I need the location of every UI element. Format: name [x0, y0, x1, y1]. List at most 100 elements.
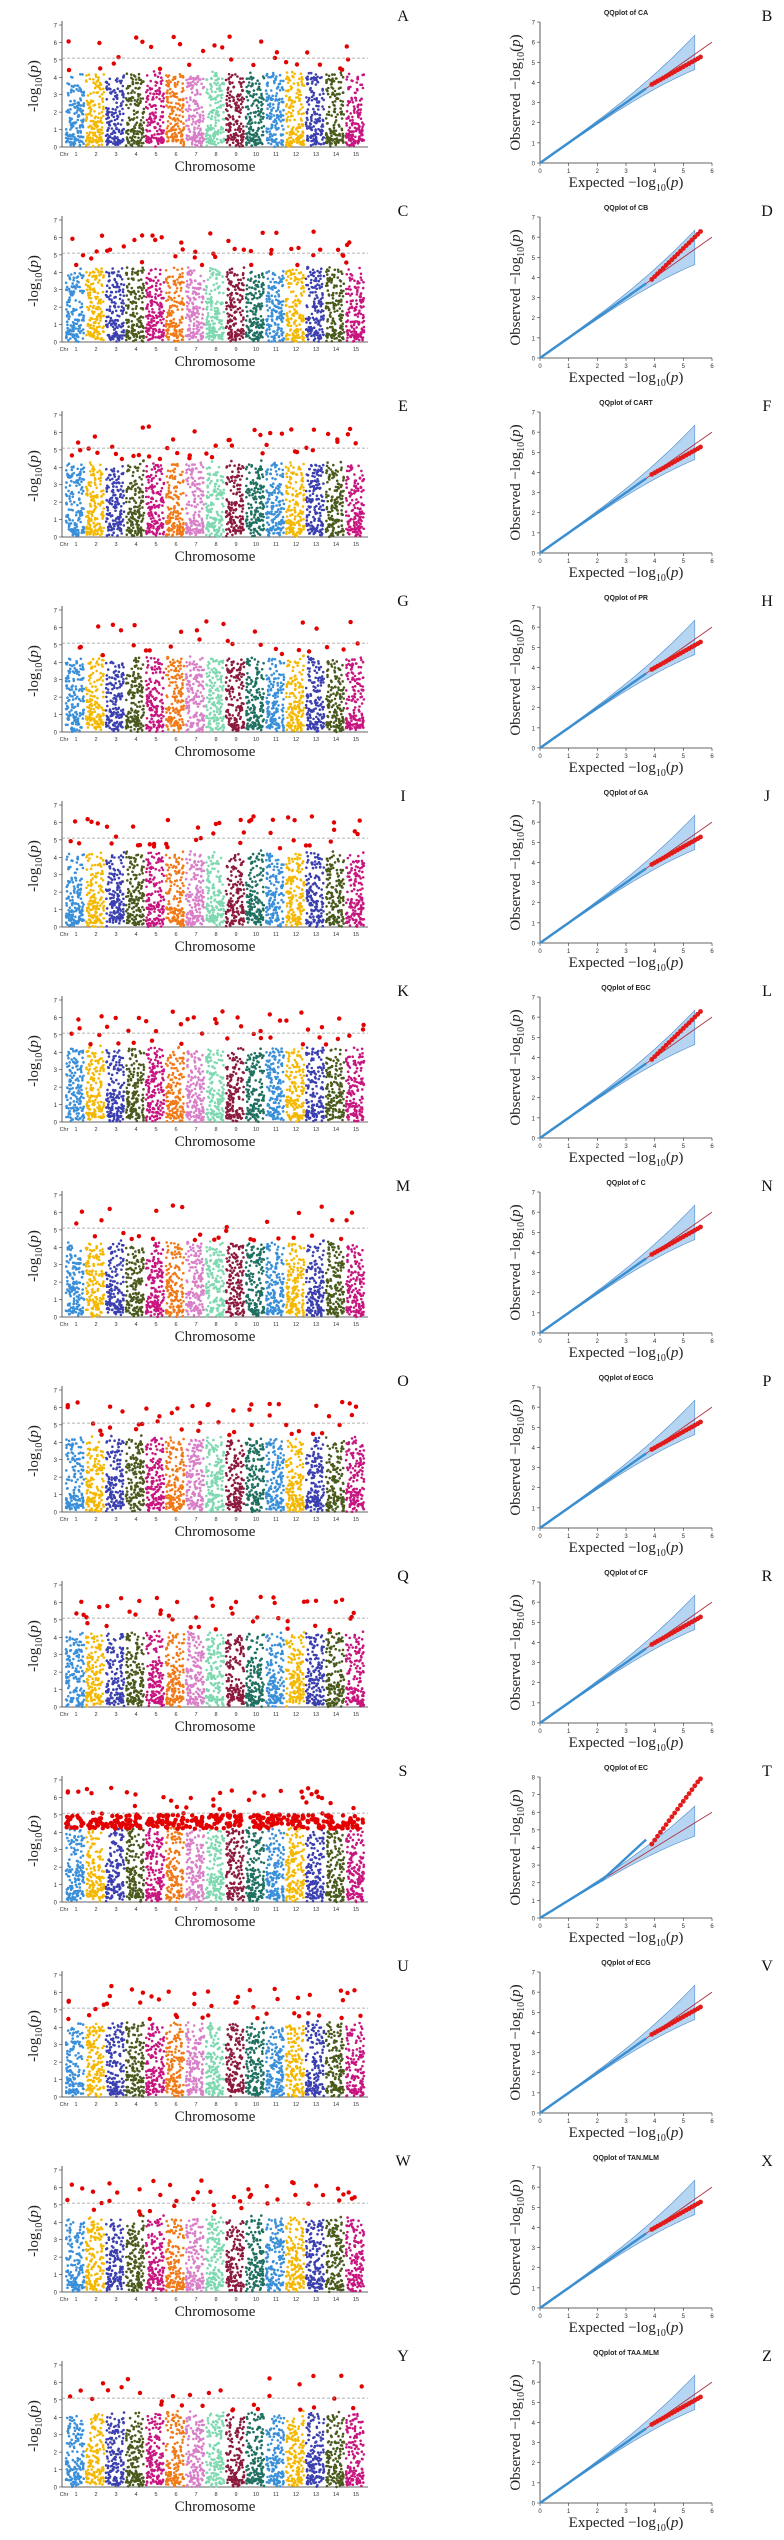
snp-point: [162, 121, 165, 124]
snp-point: [202, 111, 205, 114]
snp-point: [254, 115, 257, 118]
snp-point: [112, 98, 115, 101]
snp-point: [205, 128, 208, 131]
snp-point: [174, 133, 177, 136]
snp-point: [209, 104, 212, 107]
snp-point: [192, 118, 195, 121]
snp-point: [228, 73, 231, 76]
snp-point: [226, 88, 229, 91]
snp-point: [120, 102, 123, 105]
snp-point: [98, 103, 101, 106]
snp-point: [195, 83, 198, 86]
snp-point: [237, 98, 240, 101]
snp-point: [205, 78, 208, 81]
snp-point: [93, 110, 96, 113]
snp-point: [175, 92, 178, 95]
snp-point: [153, 70, 156, 73]
snp-point: [147, 121, 150, 124]
snp-point: [232, 86, 235, 89]
snp-point: [205, 135, 208, 138]
snp-point: [76, 119, 79, 122]
snp-point: [167, 82, 170, 85]
snp-point: [82, 109, 85, 112]
manhattan-plot: 01234567Chr 1 2 3 4 5 6 7 8 9 10 11 12 13 14 15Chromoso…: [26, 8, 409, 175]
snp-point: [97, 117, 100, 120]
snp-point: [249, 133, 252, 136]
snp-point: [159, 125, 162, 128]
snp-point: [218, 90, 221, 93]
snp-point: [129, 136, 132, 139]
snp-point: [221, 93, 224, 96]
snp-point: [111, 111, 114, 114]
snp-point: [90, 114, 93, 117]
snp-point: [202, 117, 205, 120]
snp-point: [189, 96, 192, 99]
snp-point: [222, 131, 225, 134]
snp-point: [175, 102, 178, 105]
snp-point: [72, 90, 75, 93]
snp-point: [165, 74, 168, 77]
snp-point: [220, 139, 223, 142]
snp-point: [160, 76, 163, 79]
snp-point: [143, 121, 146, 124]
snp-point: [134, 136, 137, 139]
snp-point: [178, 114, 181, 117]
snp-point: [155, 96, 158, 99]
snp-point: [257, 110, 260, 113]
snp-point: [240, 82, 243, 85]
snp-point: [97, 80, 100, 83]
snp-point: [116, 106, 119, 109]
snp-point: [95, 76, 98, 79]
snp-point: [132, 83, 135, 86]
snp-point: [182, 103, 185, 106]
snp-point: [72, 133, 75, 136]
snp-point: [165, 104, 168, 107]
snp-point: [102, 115, 105, 118]
snp-point: [114, 91, 117, 94]
snp-point: [218, 84, 221, 87]
snp-point: [102, 108, 105, 111]
snp-point: [113, 137, 116, 140]
snp-point: [77, 104, 80, 107]
snp-point: [185, 137, 188, 140]
snp-point: [66, 82, 69, 85]
snp-point: [182, 87, 185, 90]
snp-point: [159, 119, 162, 122]
snp-point: [208, 142, 211, 145]
significant-snp-point: [172, 35, 176, 39]
significant-snp-point: [212, 43, 216, 47]
snp-point: [146, 97, 149, 100]
snp-point: [125, 131, 128, 134]
snp-point: [158, 87, 161, 90]
snp-point: [238, 145, 241, 148]
snp-point: [135, 132, 138, 135]
snp-point: [156, 130, 159, 133]
snp-point: [86, 143, 89, 146]
snp-point: [190, 88, 193, 91]
snp-point: [158, 133, 161, 136]
snp-point: [211, 71, 214, 74]
snp-point: [198, 125, 201, 128]
snp-point: [82, 94, 85, 97]
snp-point: [217, 101, 220, 104]
snp-point: [127, 92, 130, 95]
snp-point: [138, 78, 141, 81]
snp-point: [171, 133, 174, 136]
snp-point: [93, 128, 96, 131]
snp-point: [182, 144, 185, 147]
snp-point: [122, 100, 125, 103]
snp-point: [226, 95, 229, 98]
snp-point: [196, 108, 199, 111]
snp-point: [76, 84, 79, 87]
snp-point: [125, 144, 128, 147]
snp-point: [194, 122, 197, 125]
snp-point: [139, 97, 142, 100]
snp-point: [77, 101, 80, 104]
snp-point: [106, 98, 109, 101]
snp-point: [90, 120, 93, 123]
snp-point: [241, 145, 244, 148]
snp-point: [221, 127, 224, 130]
snp-point: [162, 138, 165, 141]
snp-point: [87, 94, 90, 97]
snp-point: [125, 104, 128, 107]
